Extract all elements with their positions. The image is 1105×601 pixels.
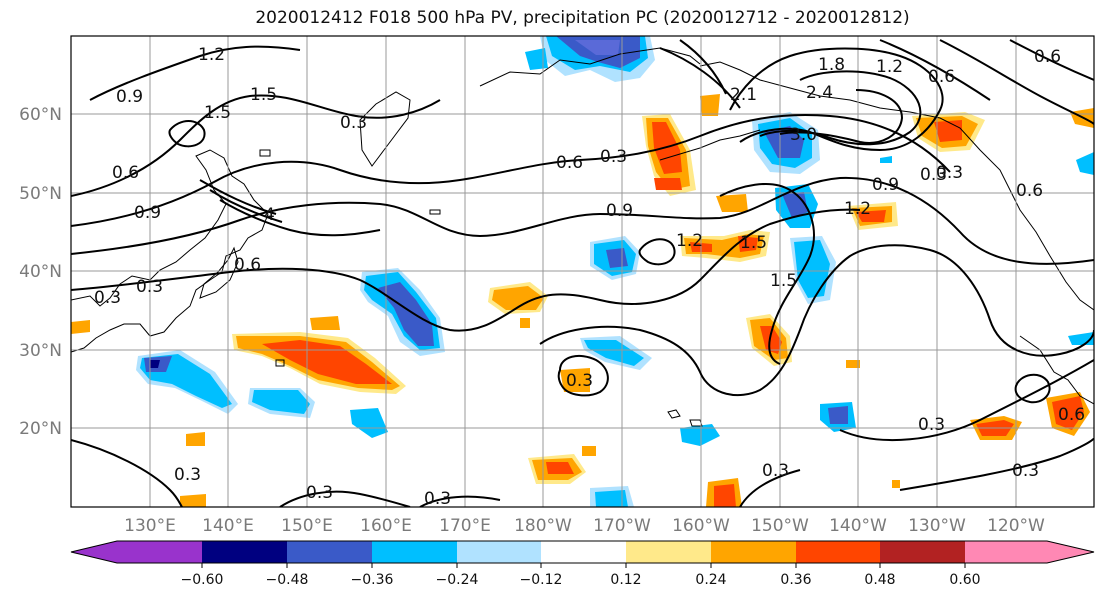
coast-siberia <box>479 47 701 87</box>
lat-tick-label: 50°N <box>19 184 62 204</box>
contour-label: 0.9 <box>134 203 161 223</box>
coast-asia <box>71 149 269 353</box>
contour-label: 0.6 <box>112 163 139 183</box>
coast-aleutian <box>659 129 761 161</box>
colorbar-outline <box>70 540 1095 564</box>
contour-label: 1.2 <box>876 57 903 77</box>
colorbar-bin <box>202 541 287 563</box>
coast-japan <box>199 246 239 299</box>
contour-label: 1.8 <box>818 55 845 75</box>
colorbar-tick-label: −0.36 <box>351 572 394 588</box>
lat-tick-label: 40°N <box>19 262 62 282</box>
contour-label: 4 <box>264 205 275 225</box>
lon-tick-label: 180°W <box>514 516 572 536</box>
contour-label: 0.6 <box>1034 47 1061 67</box>
contour-label: 0.3 <box>600 147 627 167</box>
lon-tick-label: 140°W <box>829 516 887 536</box>
contour-label: 1.5 <box>740 233 767 253</box>
colorbar-bin <box>965 541 1047 563</box>
colorbar-bin <box>711 541 796 563</box>
colorbar-tick-label: −0.12 <box>520 572 563 588</box>
lon-tick-label: 140°E <box>202 516 254 536</box>
contour-label: 0.6 <box>1016 181 1043 201</box>
lat-tick-label: 20°N <box>19 419 62 439</box>
contour-label: 0.3 <box>920 165 947 185</box>
contour-label: 1.5 <box>204 103 231 123</box>
coast-mexico <box>1019 335 1094 405</box>
contour-label: 0.3 <box>1012 461 1039 481</box>
colorbar: −0.60 −0.48 −0.36 −0.24 −0.12 0.12 0.24 … <box>70 540 1095 588</box>
lat-tick-label: 60°N <box>19 105 62 125</box>
map-title: 2020012412 F018 500 hPa PV, precipitatio… <box>255 8 910 28</box>
contour-label: 0.6 <box>928 67 955 87</box>
colorbar-tick-label: 0.12 <box>610 572 641 588</box>
pv-contours <box>71 39 1094 507</box>
contour-label: 0.3 <box>566 371 593 391</box>
lon-tick-label: 160°W <box>672 516 730 536</box>
colorbar-tick-label: −0.48 <box>266 572 309 588</box>
colorbar-extend-high <box>1047 541 1094 563</box>
lat-axis: 60°N 50°N 40°N 30°N 20°N <box>19 105 62 439</box>
colorbar-tick-label: −0.24 <box>436 572 479 588</box>
contour-label: 1.2 <box>198 45 225 65</box>
precip-shading <box>71 36 1094 507</box>
contour-label: 2.1 <box>730 85 757 105</box>
colorbar-extend-low <box>71 541 117 563</box>
lon-tick-label: 170°W <box>593 516 651 536</box>
contour-label: 3.0 <box>790 125 817 145</box>
contour-labels: 1.2 1.5 1.5 0.3 0.6 0.9 0.6 0.3 0.3 0.6 … <box>94 45 1085 509</box>
colorbar-bin <box>287 541 372 563</box>
lon-tick-label: 130°E <box>124 516 176 536</box>
contour-label: 0.3 <box>174 465 201 485</box>
contour-label: 0.9 <box>872 175 899 195</box>
colorbar-tick-label: 0.60 <box>949 572 980 588</box>
colorbar-bin <box>880 541 965 563</box>
contour-label: 0.3 <box>936 163 963 183</box>
contour-label: 1.5 <box>250 85 277 105</box>
contour-label: 0.3 <box>136 277 163 297</box>
contour-label: 0.3 <box>340 113 367 133</box>
colorbar-tick-label: 0.36 <box>780 572 811 588</box>
lon-axis: 130°E 140°E 150°E 160°E 170°E 180°W 170°… <box>124 516 1045 536</box>
coast-islands <box>259 149 441 367</box>
colorbar-tick-label: −0.60 <box>181 572 224 588</box>
colorbar-bin <box>372 541 457 563</box>
contour-label: 0.3 <box>94 288 121 308</box>
colorbar-bin <box>626 541 711 563</box>
colorbar-bin <box>541 541 626 563</box>
contour-label: 0.9 <box>606 201 633 221</box>
contour-label: 0.6 <box>1058 405 1085 425</box>
contour-label: 0.6 <box>556 153 583 173</box>
contour-label: 0.3 <box>306 483 333 503</box>
map-frame <box>70 35 1095 508</box>
contour-label: 0.3 <box>424 489 451 509</box>
lon-tick-label: 130°W <box>908 516 966 536</box>
contour-label: 1.5 <box>770 271 797 291</box>
colorbar-tick-label: 0.48 <box>864 572 895 588</box>
lon-tick-label: 170°E <box>439 516 491 536</box>
colorbar-bin <box>117 541 202 563</box>
lat-tick-label: 30°N <box>19 341 62 361</box>
contour-label: 1.2 <box>676 231 703 251</box>
lon-tick-label: 120°W <box>987 516 1045 536</box>
colorbar-bin <box>796 541 880 563</box>
contour-label: 2.4 <box>806 83 833 103</box>
colorbar-bin <box>457 541 541 563</box>
colorbar-tick-label: 0.24 <box>695 572 726 588</box>
coast-alaska <box>699 61 1094 311</box>
contour-label: 0.3 <box>762 461 789 481</box>
contour-label: 0.3 <box>918 415 945 435</box>
contour-label: 1.2 <box>844 199 871 219</box>
contour-label: 0.9 <box>116 87 143 107</box>
lon-tick-label: 150°W <box>751 516 809 536</box>
lon-tick-label: 160°E <box>360 516 412 536</box>
coast-kamchatka <box>359 91 411 167</box>
contour-label: 0.6 <box>234 255 261 275</box>
lon-tick-label: 150°E <box>281 516 333 536</box>
coast-hawaii <box>667 409 703 427</box>
